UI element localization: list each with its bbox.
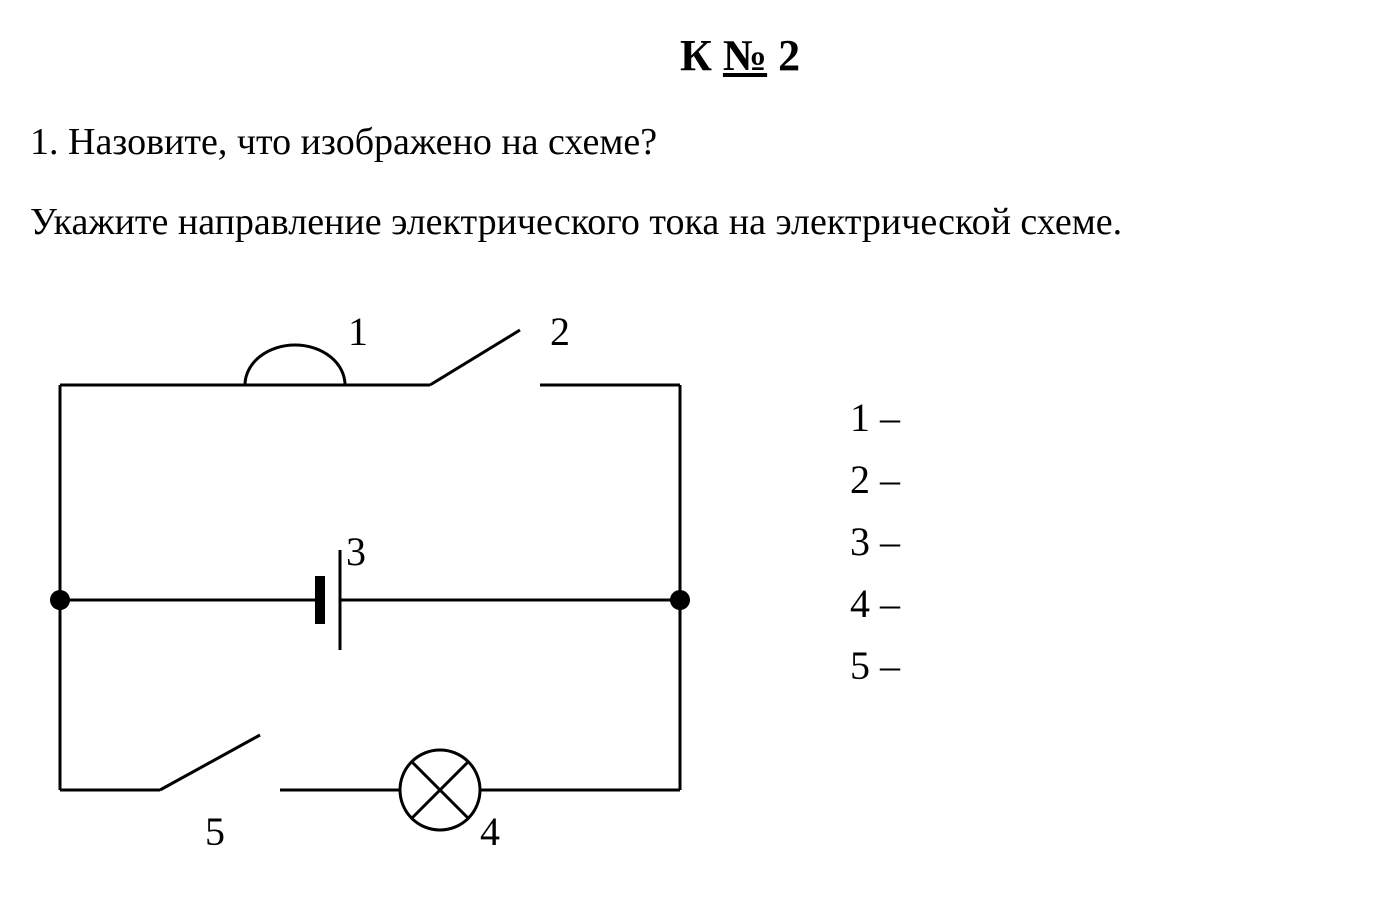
legend-item-2: 2 – [850,452,900,508]
label-1: 1 [348,309,368,354]
legend-item-5: 5 – [850,638,900,694]
legend-item-1: 1 – [850,390,900,446]
circuit-svg: 1 2 3 4 5 [30,290,710,850]
bell-icon [245,345,345,385]
question-2: Укажите направление электрического тока … [30,200,1122,244]
title-prefix: К [680,31,723,80]
question-1: 1. Назовите, что изображено на схеме? [30,120,657,164]
circuit-diagram: 1 2 3 4 5 [30,290,710,850]
label-3: 3 [346,529,366,574]
switch-2-arm [430,330,520,385]
title-num-symbol: № [723,31,767,80]
label-2: 2 [550,309,570,354]
legend-item-4: 4 – [850,576,900,632]
title-number: 2 [767,31,800,80]
legend-item-3: 3 – [850,514,900,570]
legend-list: 1 – 2 – 3 – 4 – 5 – [850,390,900,700]
page-title: К № 2 [680,30,800,81]
label-5: 5 [205,809,225,850]
label-4: 4 [480,809,500,850]
switch-5-arm [160,735,260,790]
